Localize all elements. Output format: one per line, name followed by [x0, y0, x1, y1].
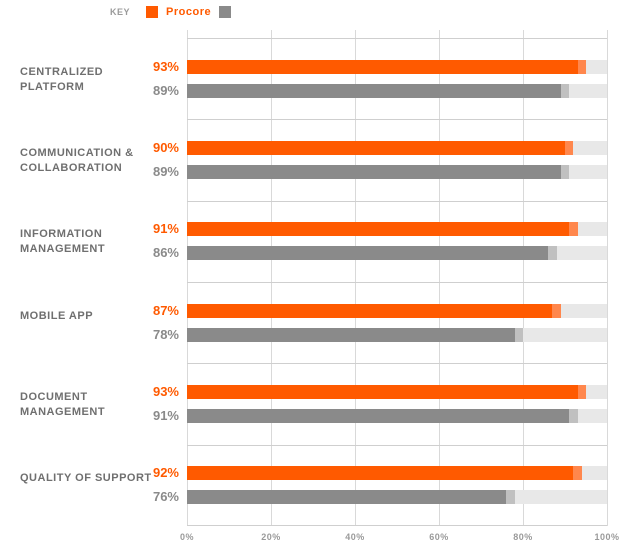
- category-label: MOBILE APP: [20, 309, 170, 324]
- x-tick-label: 80%: [513, 532, 533, 542]
- axis-baseline: [187, 525, 607, 526]
- gridline: [439, 30, 440, 526]
- bar-procore: [187, 60, 578, 74]
- group-divider: [187, 38, 607, 39]
- bar-series2: [187, 84, 561, 98]
- x-tick-label: 0%: [180, 532, 194, 542]
- bar-cap: [515, 328, 523, 342]
- bar-track: [187, 385, 607, 399]
- bar-cap: [569, 222, 577, 236]
- group-divider: [187, 201, 607, 202]
- category-label: INFORMATION MANAGEMENT: [20, 227, 170, 257]
- category-label: CENTRALIZED PLATFORM: [20, 65, 170, 95]
- gridline: [523, 30, 524, 526]
- bar-cap: [548, 246, 556, 260]
- bar-series2: [187, 165, 561, 179]
- bar-track: [187, 490, 607, 504]
- bar-cap: [569, 409, 577, 423]
- bar-track: [187, 141, 607, 155]
- group-divider: [187, 119, 607, 120]
- category-label: DOCUMENT MANAGEMENT: [20, 390, 170, 420]
- bar-track: [187, 222, 607, 236]
- legend-key-label: KEY: [110, 7, 130, 17]
- bar-cap: [552, 304, 560, 318]
- bar-cap: [573, 466, 581, 480]
- bar-value-label: 78%: [139, 327, 179, 342]
- bar-series2: [187, 490, 506, 504]
- gridline: [187, 30, 188, 526]
- group-divider: [187, 363, 607, 364]
- bar-cap: [506, 490, 514, 504]
- x-tick-label: 20%: [261, 532, 281, 542]
- legend: KEY Procore: [110, 6, 239, 18]
- bar-procore: [187, 304, 552, 318]
- bar-procore: [187, 466, 573, 480]
- bar-procore: [187, 141, 565, 155]
- group-divider: [187, 282, 607, 283]
- bar-track: [187, 328, 607, 342]
- bar-cap: [578, 60, 586, 74]
- group-divider: [187, 445, 607, 446]
- bar-track: [187, 84, 607, 98]
- bar-cap: [578, 385, 586, 399]
- bar-value-label: 76%: [139, 489, 179, 504]
- chart-area: 0%20%40%60%80%100%93%89%90%89%91%86%87%7…: [187, 30, 607, 526]
- bar-track: [187, 246, 607, 260]
- legend-swatch-series2: [219, 6, 231, 18]
- bar-track: [187, 409, 607, 423]
- bar-procore: [187, 222, 569, 236]
- gridline: [271, 30, 272, 526]
- bar-cap: [565, 141, 573, 155]
- gridline: [355, 30, 356, 526]
- bar-track: [187, 304, 607, 318]
- bar-series2: [187, 409, 569, 423]
- bar-track: [187, 60, 607, 74]
- gridline: [607, 30, 608, 526]
- bar-cap: [561, 165, 569, 179]
- x-tick-label: 40%: [345, 532, 365, 542]
- category-label: QUALITY OF SUPPORT: [20, 471, 170, 486]
- legend-swatch-procore: [146, 6, 158, 18]
- bar-procore: [187, 385, 578, 399]
- bar-series2: [187, 246, 548, 260]
- bar-track: [187, 466, 607, 480]
- legend-series1-label: Procore: [166, 6, 211, 18]
- category-label: COMMUNICATION & COLLABORATION: [20, 146, 170, 176]
- bar-cap: [561, 84, 569, 98]
- x-tick-label: 100%: [594, 532, 619, 542]
- x-tick-label: 60%: [429, 532, 449, 542]
- bar-track: [187, 165, 607, 179]
- bar-series2: [187, 328, 515, 342]
